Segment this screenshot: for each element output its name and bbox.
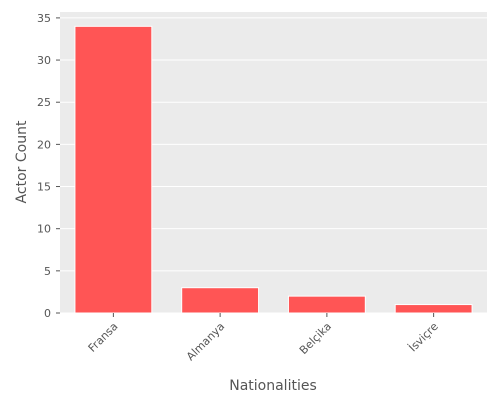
y-tick-label: 25: [37, 96, 51, 109]
x-axis-title: Nationalities: [229, 378, 317, 394]
bar-almanya: [181, 287, 260, 314]
y-tick-label: 10: [37, 223, 51, 236]
x-tick-label: İsviçre: [406, 320, 441, 355]
x-tick-label: Fransa: [86, 320, 121, 355]
y-tick-label: 35: [37, 12, 51, 25]
bar-belçika: [287, 295, 366, 314]
y-tick-label: 0: [44, 307, 51, 320]
bar-layer: [74, 25, 473, 314]
x-tick-layer: Fransa Almanya Belçika İsviçre: [86, 313, 441, 363]
x-tick-label: Belçika: [297, 320, 334, 357]
y-tick-layer: 0 5 10 15 20 25 30 35: [37, 12, 60, 320]
x-tick-label: Almanya: [184, 320, 227, 363]
y-tick-label: 30: [37, 54, 51, 67]
y-tick-label: 20: [37, 138, 51, 151]
bar-fransa: [74, 25, 153, 314]
bar-i̇sviçre: [394, 304, 473, 314]
y-tick-label: 15: [37, 181, 51, 194]
y-tick-label: 5: [44, 265, 51, 278]
y-axis-title: Actor Count: [14, 120, 30, 203]
